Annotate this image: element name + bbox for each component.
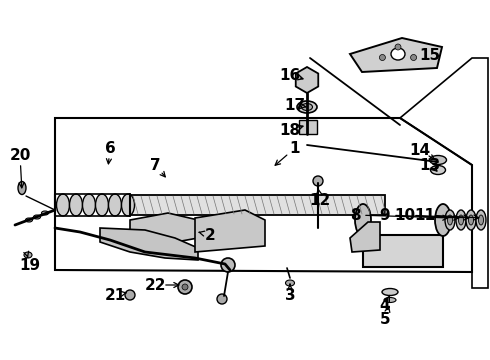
Ellipse shape <box>42 211 49 215</box>
Text: 22: 22 <box>144 278 166 292</box>
Ellipse shape <box>459 215 464 225</box>
Circle shape <box>411 54 416 60</box>
Bar <box>130 195 385 215</box>
Polygon shape <box>100 228 198 260</box>
Ellipse shape <box>468 215 473 225</box>
Circle shape <box>125 290 135 300</box>
Ellipse shape <box>33 215 41 219</box>
Text: 11: 11 <box>415 207 436 222</box>
Ellipse shape <box>56 194 70 216</box>
Bar <box>363 235 443 267</box>
Text: 13: 13 <box>419 158 441 172</box>
Ellipse shape <box>435 204 451 236</box>
Ellipse shape <box>445 210 455 230</box>
Text: 16: 16 <box>279 68 301 82</box>
Polygon shape <box>130 213 198 244</box>
Ellipse shape <box>25 218 32 222</box>
Polygon shape <box>350 38 442 72</box>
Circle shape <box>182 284 188 290</box>
Ellipse shape <box>70 194 82 216</box>
Text: 17: 17 <box>284 98 306 112</box>
Polygon shape <box>350 222 380 252</box>
Text: 8: 8 <box>350 207 360 222</box>
Text: 12: 12 <box>309 193 331 207</box>
Text: 7: 7 <box>149 158 160 172</box>
Ellipse shape <box>108 194 122 216</box>
Text: 3: 3 <box>285 288 295 302</box>
Ellipse shape <box>384 297 396 302</box>
Ellipse shape <box>466 210 476 230</box>
Text: 19: 19 <box>20 257 41 273</box>
Ellipse shape <box>301 104 313 111</box>
Text: 21: 21 <box>104 288 125 302</box>
Text: 20: 20 <box>9 148 31 162</box>
Ellipse shape <box>122 194 134 216</box>
Circle shape <box>379 54 386 60</box>
Ellipse shape <box>476 210 486 230</box>
Text: 15: 15 <box>419 48 441 63</box>
Ellipse shape <box>18 181 26 194</box>
Ellipse shape <box>82 194 96 216</box>
Ellipse shape <box>313 176 323 186</box>
Text: 9: 9 <box>380 207 391 222</box>
Text: 5: 5 <box>380 312 391 328</box>
Ellipse shape <box>96 194 108 216</box>
Circle shape <box>395 44 401 50</box>
Ellipse shape <box>447 215 452 225</box>
Text: 4: 4 <box>380 297 391 312</box>
Text: 14: 14 <box>410 143 431 158</box>
Ellipse shape <box>391 48 405 60</box>
Polygon shape <box>195 210 265 252</box>
Ellipse shape <box>355 204 371 236</box>
Text: 6: 6 <box>105 140 115 156</box>
Ellipse shape <box>456 210 466 230</box>
Ellipse shape <box>479 215 484 225</box>
Ellipse shape <box>297 101 317 113</box>
Circle shape <box>217 294 227 304</box>
Ellipse shape <box>24 252 32 258</box>
Text: 2: 2 <box>205 228 216 243</box>
Circle shape <box>221 258 235 272</box>
Ellipse shape <box>382 288 398 296</box>
Ellipse shape <box>431 166 445 175</box>
Circle shape <box>178 280 192 294</box>
Text: 1: 1 <box>290 140 300 156</box>
Text: 10: 10 <box>394 207 416 222</box>
Ellipse shape <box>430 156 446 165</box>
Ellipse shape <box>286 280 294 286</box>
Bar <box>299 120 317 134</box>
Text: 18: 18 <box>279 122 300 138</box>
